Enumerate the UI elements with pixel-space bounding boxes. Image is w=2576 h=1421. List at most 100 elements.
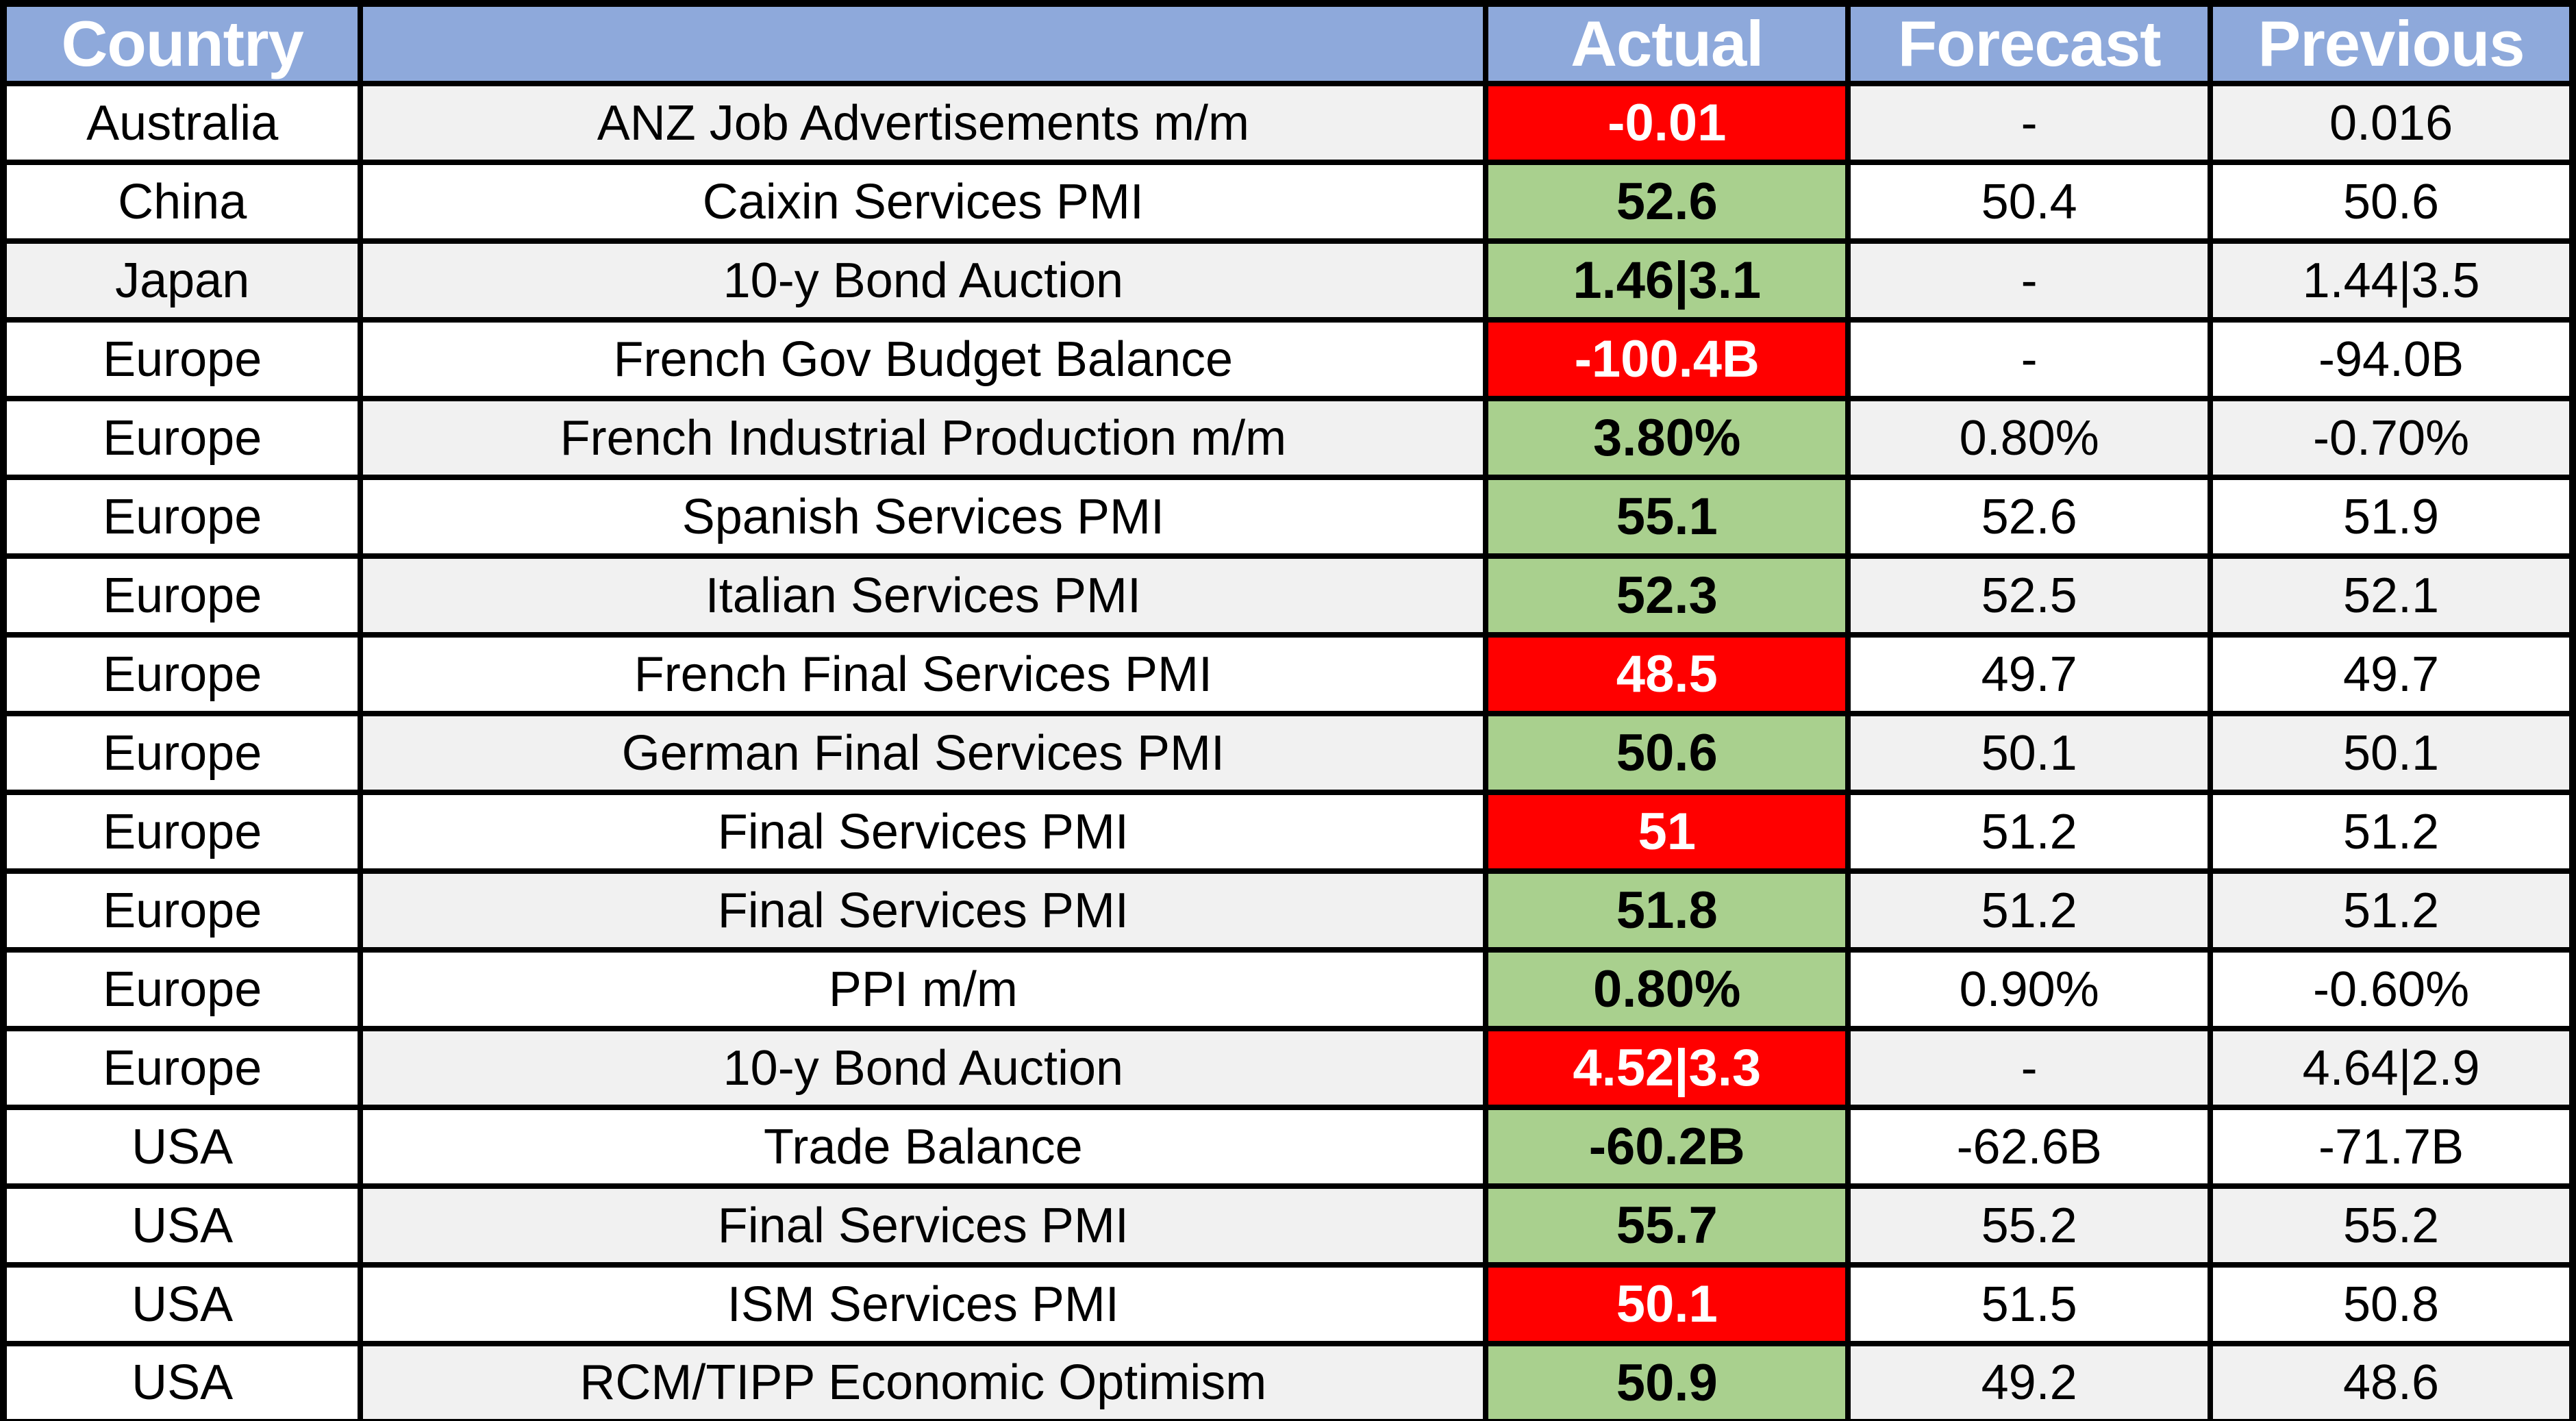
header-row: Country Actual Forecast Previous — [0, 1, 2575, 86]
previous-cell: 4.64|2.9 — [2208, 1026, 2575, 1110]
table-row: China Caixin Services PMI 52.6 50.4 50.6 — [0, 160, 2575, 244]
forecast-cell: 49.2 — [1845, 1341, 2214, 1421]
country-cell: Europe — [0, 317, 364, 401]
actual-cell: 4.52|3.3 — [1483, 1026, 1851, 1110]
table-row: Europe French Industrial Production m/m 3.… — [0, 396, 2575, 480]
country-cell: Europe — [0, 711, 364, 795]
country-cell: USA — [0, 1262, 364, 1346]
header-country: Country — [0, 1, 364, 86]
previous-cell: 51.2 — [2208, 868, 2575, 953]
event-cell: PPI m/m — [358, 947, 1489, 1031]
event-cell: Final Services PMI — [358, 1183, 1489, 1268]
actual-cell: 3.80% — [1483, 396, 1851, 480]
country-cell: Japan — [0, 238, 364, 323]
table-row: Europe Italian Services PMI 52.3 52.5 52.1 — [0, 553, 2575, 638]
country-cell: Australia — [0, 81, 364, 165]
actual-cell: 50.6 — [1483, 711, 1851, 795]
previous-cell: -71.7B — [2208, 1105, 2575, 1189]
table-row: USA Trade Balance -60.2B -62.6B -71.7B — [0, 1105, 2575, 1189]
country-cell: USA — [0, 1105, 364, 1189]
actual-cell: 51.8 — [1483, 868, 1851, 953]
actual-cell: 50.1 — [1483, 1262, 1851, 1346]
country-cell: Europe — [0, 475, 364, 559]
country-cell: Europe — [0, 632, 364, 716]
forecast-cell: 49.7 — [1845, 632, 2214, 716]
actual-cell: -0.01 — [1483, 81, 1851, 165]
country-cell: USA — [0, 1341, 364, 1421]
event-cell: French Industrial Production m/m — [358, 396, 1489, 480]
previous-cell: -94.0B — [2208, 317, 2575, 401]
forecast-cell: 50.1 — [1845, 711, 2214, 795]
table-row: Europe French Final Services PMI 48.5 49.7 4… — [0, 632, 2575, 716]
header-actual: Actual — [1483, 1, 1851, 86]
previous-cell: -0.70% — [2208, 396, 2575, 480]
forecast-cell: 50.4 — [1845, 160, 2214, 244]
forecast-cell: 0.90% — [1845, 947, 2214, 1031]
forecast-cell: - — [1845, 1026, 2214, 1110]
event-cell: Spanish Services PMI — [358, 475, 1489, 559]
event-cell: French Gov Budget Balance — [358, 317, 1489, 401]
forecast-cell: -62.6B — [1845, 1105, 2214, 1189]
table-row: USA ISM Services PMI 50.1 51.5 50.8 — [0, 1262, 2575, 1346]
country-cell: Europe — [0, 790, 364, 874]
previous-cell: 49.7 — [2208, 632, 2575, 716]
previous-cell: 0.016 — [2208, 81, 2575, 165]
actual-cell: 48.5 — [1483, 632, 1851, 716]
event-cell: 10-y Bond Auction — [358, 1026, 1489, 1110]
forecast-cell: 51.5 — [1845, 1262, 2214, 1346]
previous-cell: 55.2 — [2208, 1183, 2575, 1268]
previous-cell: 50.1 — [2208, 711, 2575, 795]
event-cell: Final Services PMI — [358, 790, 1489, 874]
actual-cell: 55.1 — [1483, 475, 1851, 559]
event-cell: German Final Services PMI — [358, 711, 1489, 795]
header-previous: Previous — [2208, 1, 2575, 86]
actual-cell: 52.6 — [1483, 160, 1851, 244]
previous-cell: 1.44|3.5 — [2208, 238, 2575, 323]
event-cell: 10-y Bond Auction — [358, 238, 1489, 323]
previous-cell: 50.8 — [2208, 1262, 2575, 1346]
forecast-cell: - — [1845, 238, 2214, 323]
forecast-cell: 51.2 — [1845, 868, 2214, 953]
event-cell: French Final Services PMI — [358, 632, 1489, 716]
forecast-cell: 55.2 — [1845, 1183, 2214, 1268]
event-cell: ISM Services PMI — [358, 1262, 1489, 1346]
country-cell: Europe — [0, 1026, 364, 1110]
country-cell: USA — [0, 1183, 364, 1268]
previous-cell: 52.1 — [2208, 553, 2575, 638]
table-row: Australia ANZ Job Advertisements m/m -0.01… — [0, 81, 2575, 165]
country-cell: Europe — [0, 868, 364, 953]
table-header: Country Actual Forecast Previous — [0, 1, 2575, 86]
actual-cell: 51 — [1483, 790, 1851, 874]
previous-cell: 48.6 — [2208, 1341, 2575, 1421]
actual-cell: 52.3 — [1483, 553, 1851, 638]
actual-cell: 50.9 — [1483, 1341, 1851, 1421]
table-row: Europe 10-y Bond Auction 4.52|3.3-4.64|2.9 — [0, 1026, 2575, 1110]
actual-cell: 0.80% — [1483, 947, 1851, 1031]
table-row: USA RCM/TIPP Economic Optimism 50.9 49.2 48.… — [0, 1341, 2575, 1421]
country-cell: Europe — [0, 396, 364, 480]
header-forecast: Forecast — [1845, 1, 2214, 86]
table-row: USA Final Services PMI 55.7 55.2 55.2 — [0, 1183, 2575, 1268]
table-row: Europe PPI m/m 0.80% 0.90% -0.60% — [0, 947, 2575, 1031]
table-row: Europe German Final Services PMI 50.6 50.1 5… — [0, 711, 2575, 795]
previous-cell: 50.6 — [2208, 160, 2575, 244]
event-cell: ANZ Job Advertisements m/m — [358, 81, 1489, 165]
forecast-cell: 52.5 — [1845, 553, 2214, 638]
forecast-cell: 51.2 — [1845, 790, 2214, 874]
previous-cell: 51.9 — [2208, 475, 2575, 559]
forecast-cell: 0.80% — [1845, 396, 2214, 480]
country-cell: Europe — [0, 947, 364, 1031]
forecast-cell: - — [1845, 317, 2214, 401]
table-row: Europe Spanish Services PMI 55.1 52.6 51.9 — [0, 475, 2575, 559]
actual-cell: -60.2B — [1483, 1105, 1851, 1189]
table-row: Japan 10-y Bond Auction 1.46|3.1-1.44|3.5 — [0, 238, 2575, 323]
event-cell: Italian Services PMI — [358, 553, 1489, 638]
previous-cell: 51.2 — [2208, 790, 2575, 874]
table-row: Europe Final Services PMI 51 51.2 51.2 — [0, 790, 2575, 874]
actual-cell: 1.46|3.1 — [1483, 238, 1851, 323]
previous-cell: -0.60% — [2208, 947, 2575, 1031]
event-cell: RCM/TIPP Economic Optimism — [358, 1341, 1489, 1421]
event-cell: Caixin Services PMI — [358, 160, 1489, 244]
